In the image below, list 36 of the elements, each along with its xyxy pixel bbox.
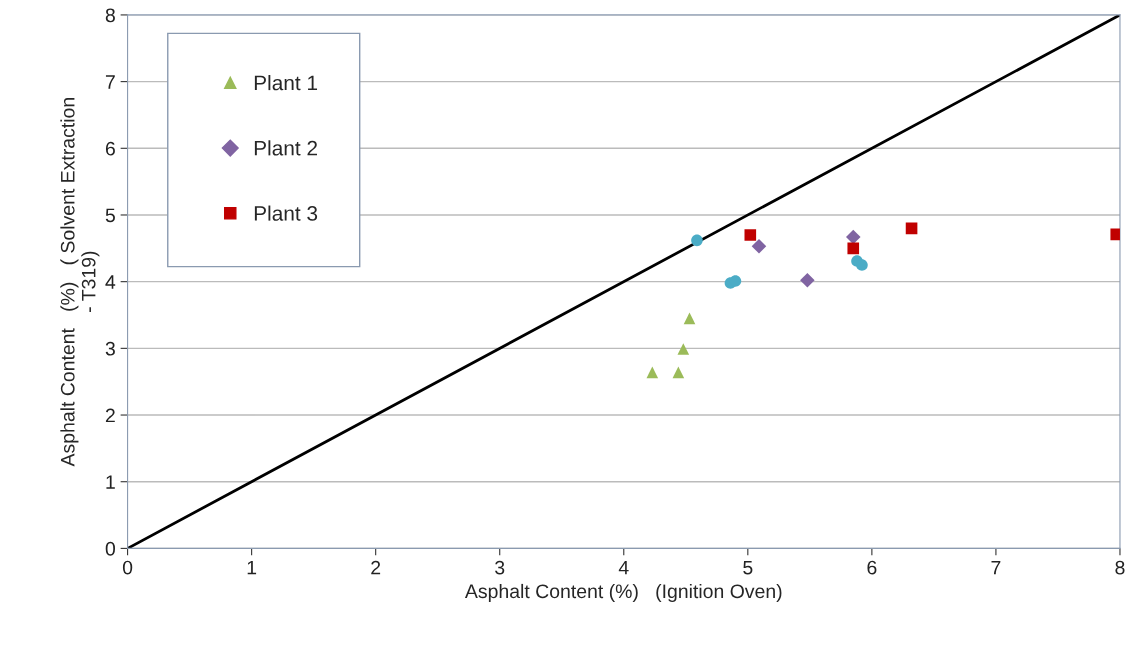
point	[691, 234, 703, 247]
x-tick-label: 8	[1115, 560, 1125, 575]
x-tick-label: 2	[371, 560, 381, 575]
point	[751, 239, 767, 254]
y-tick-label: 6	[105, 141, 115, 156]
x-tick-label: 3	[495, 560, 505, 575]
point	[847, 242, 860, 255]
y-tick-label: 5	[105, 208, 115, 223]
point	[646, 366, 659, 379]
point	[800, 273, 815, 288]
point	[729, 275, 742, 287]
y-tick-label: 2	[105, 408, 115, 423]
point	[905, 222, 918, 235]
y-tick-label: 3	[105, 341, 115, 356]
point	[677, 343, 690, 355]
legend-label: Plant 2	[254, 140, 317, 156]
point	[744, 229, 757, 241]
point	[845, 229, 861, 245]
x-tick-label: 4	[618, 560, 629, 575]
y-tick-label: 8	[105, 8, 115, 23]
x-tick-label: 5	[743, 560, 753, 575]
x-tick-label: 0	[122, 560, 133, 575]
x-tick-label: 6	[867, 560, 877, 575]
legend-label: Plant 3	[254, 205, 318, 221]
y-tick-label: 7	[105, 75, 115, 89]
y-tick-label: 1	[106, 475, 115, 489]
x-tick-label: 7	[991, 560, 1001, 575]
legend-label: Plant 1	[254, 75, 318, 91]
x-axis-title: Asphalt Content (%) (Ignition Oven)	[464, 583, 782, 603]
point	[856, 259, 868, 271]
x-tick-label: 1	[247, 560, 257, 575]
y-axis-title: Asphalt Content (%) ( Solvent Extraction - T319)	[60, 98, 100, 467]
point	[672, 366, 685, 379]
point	[683, 312, 696, 325]
y-tick-label: 0	[105, 541, 116, 556]
y-tick-label: 4	[105, 275, 116, 289]
